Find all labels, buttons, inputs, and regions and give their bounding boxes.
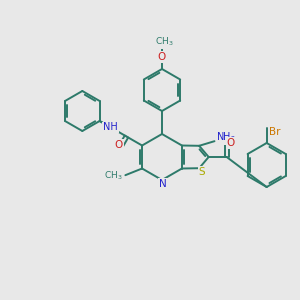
Text: S: S	[199, 167, 206, 177]
Text: O: O	[226, 138, 235, 148]
Text: NH: NH	[103, 122, 118, 133]
Text: NH$_2$: NH$_2$	[217, 130, 236, 144]
Text: Br: Br	[269, 127, 280, 137]
Text: CH$_3$: CH$_3$	[155, 36, 173, 48]
Text: O: O	[158, 52, 166, 62]
Text: O: O	[115, 140, 123, 150]
Text: CH$_3$: CH$_3$	[104, 170, 122, 182]
Text: N: N	[159, 179, 167, 189]
